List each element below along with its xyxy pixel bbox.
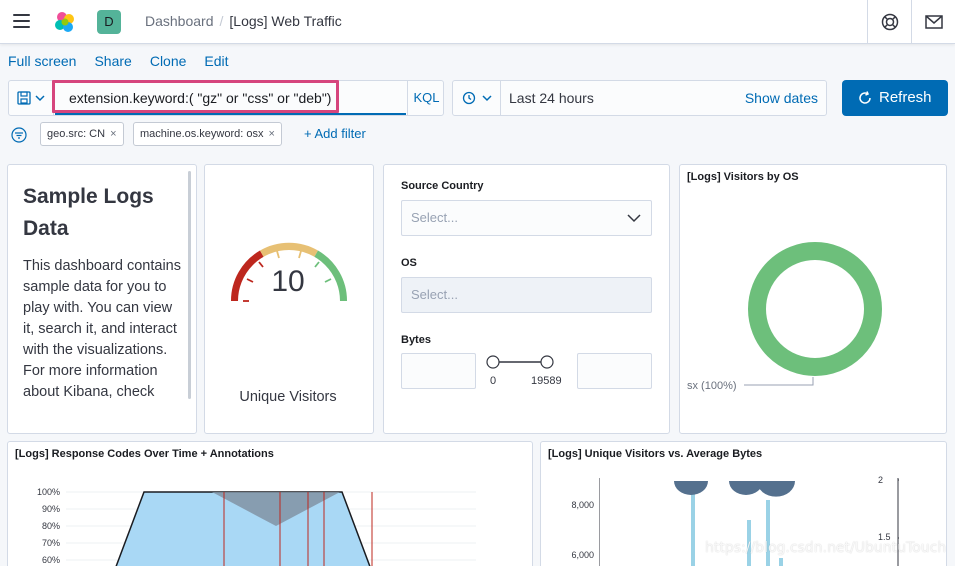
- bytes-max-input[interactable]: [577, 353, 652, 389]
- filter-pill-label: geo.src: CN: [47, 128, 106, 140]
- os-label: OS: [401, 257, 417, 269]
- area-chart: [66, 491, 476, 566]
- area-series[interactable]: [114, 491, 372, 566]
- bytes-max-value: 19589: [531, 375, 562, 387]
- date-range-label[interactable]: Last 24 hours: [509, 90, 594, 106]
- filter-pill-machine-os[interactable]: machine.os.keyword: osx ×: [133, 122, 282, 146]
- y-tick-label: 2: [878, 475, 884, 485]
- bar[interactable]: [747, 520, 751, 566]
- point-marker[interactable]: [757, 481, 795, 497]
- y-tick-label: 60%: [41, 555, 60, 565]
- refresh-icon: [859, 91, 871, 104]
- point-marker[interactable]: [729, 481, 763, 495]
- scrollbar[interactable]: [188, 171, 191, 399]
- unique-visitors-bytes-panel: [Logs] Unique Visitors vs. Average Bytes…: [540, 441, 947, 566]
- filter-options-icon[interactable]: [11, 127, 27, 143]
- space-avatar[interactable]: D: [97, 10, 121, 34]
- markdown-title: Sample Logs Data: [23, 185, 154, 240]
- save-icon: [17, 91, 45, 105]
- chevron-down-icon: [627, 214, 641, 223]
- refresh-label: Refresh: [879, 89, 932, 106]
- markdown-panel: Sample Logs Data This dashboard contains…: [7, 164, 197, 434]
- bar[interactable]: [779, 558, 783, 566]
- source-country-select[interactable]: Select...: [401, 200, 652, 236]
- bar-line-chart: [599, 478, 899, 566]
- y-tick-label: 1.5: [878, 532, 891, 542]
- panel-title: [Logs] Response Codes Over Time + Annota…: [15, 448, 274, 460]
- breadcrumb-current: [Logs] Web Traffic: [229, 13, 342, 29]
- share-link[interactable]: Share: [94, 53, 132, 69]
- markdown-body: This dashboard contains sample data for …: [23, 258, 181, 400]
- query-input[interactable]: extension.keyword:( "gz" or "css" or "de…: [55, 81, 406, 115]
- gauge-arc: [230, 242, 348, 302]
- query-text[interactable]: extension.keyword:( "gz" or "css" or "de…: [69, 90, 332, 106]
- full-screen-link[interactable]: Full screen: [8, 53, 77, 69]
- os-select[interactable]: Select...: [401, 277, 652, 313]
- point-marker[interactable]: [674, 481, 708, 495]
- date-picker: Last 24 hours Show dates: [452, 80, 827, 116]
- kql-toggle[interactable]: KQL: [407, 81, 445, 115]
- donut-legend-label: sx (100%): [687, 380, 737, 392]
- add-filter-button[interactable]: + Add filter: [304, 126, 366, 141]
- response-codes-panel: [Logs] Response Codes Over Time + Annota…: [7, 441, 533, 566]
- filter-pill-geo-src[interactable]: geo.src: CN ×: [40, 122, 124, 146]
- breadcrumb-separator: /: [219, 13, 224, 29]
- select-placeholder: Select...: [411, 287, 458, 302]
- help-icon[interactable]: [879, 11, 901, 33]
- y-tick-label: 70%: [41, 538, 60, 548]
- bar[interactable]: [691, 488, 695, 566]
- donut-slice[interactable]: [748, 242, 882, 376]
- donut-chart: [744, 242, 882, 386]
- source-country-label: Source Country: [401, 180, 484, 192]
- dashboard-top-nav: Full screen Share Clone Edit: [8, 53, 247, 69]
- bytes-min-value: 0: [490, 375, 497, 387]
- edit-link[interactable]: Edit: [204, 53, 229, 69]
- visitors-by-os-panel: [Logs] Visitors by OS sx (100%): [679, 164, 947, 434]
- panel-title: [Logs] Visitors by OS: [687, 171, 799, 183]
- gauge-label: Unique Visitors: [239, 389, 337, 405]
- close-icon[interactable]: ×: [110, 128, 117, 140]
- menu-icon[interactable]: [13, 14, 30, 28]
- top-header: D Dashboard / [Logs] Web Traffic: [0, 0, 955, 44]
- close-icon[interactable]: ×: [268, 128, 275, 140]
- breadcrumb: Dashboard / [Logs] Web Traffic: [145, 13, 342, 29]
- query-bar: extension.keyword:( "gz" or "css" or "de…: [8, 80, 444, 116]
- refresh-button[interactable]: Refresh: [842, 80, 948, 116]
- bytes-label: Bytes: [401, 334, 431, 346]
- clock-icon: [462, 91, 492, 105]
- y-tick-label: 90%: [41, 504, 60, 514]
- mail-icon[interactable]: [923, 11, 945, 33]
- filter-pill-label: machine.os.keyword: osx: [140, 128, 264, 140]
- controls-panel: Source Country Select... OS Select... By…: [383, 164, 670, 434]
- y-tick-label: 100%: [36, 487, 60, 497]
- quick-select-button[interactable]: [453, 81, 501, 115]
- gauge-value: 10: [271, 265, 305, 298]
- gauge-panel: 10 Unique Visitors: [204, 164, 374, 434]
- saved-query-button[interactable]: [9, 81, 54, 115]
- clone-link[interactable]: Clone: [149, 53, 187, 69]
- bar[interactable]: [766, 500, 770, 566]
- y-tick-label: 8,000: [571, 500, 594, 510]
- header-divider: [867, 0, 868, 44]
- show-dates-link[interactable]: Show dates: [744, 90, 818, 106]
- breadcrumb-dashboard[interactable]: Dashboard: [145, 13, 214, 29]
- y-tick-label: 80%: [41, 521, 60, 531]
- y-tick-label: 6,000: [571, 550, 594, 560]
- bytes-range-slider[interactable]: [484, 354, 559, 370]
- kibana-logo-icon[interactable]: [53, 10, 77, 34]
- panel-title: [Logs] Unique Visitors vs. Average Bytes: [548, 448, 763, 460]
- bytes-min-input[interactable]: [401, 353, 476, 389]
- select-placeholder: Select...: [411, 210, 458, 225]
- header-divider: [911, 0, 912, 44]
